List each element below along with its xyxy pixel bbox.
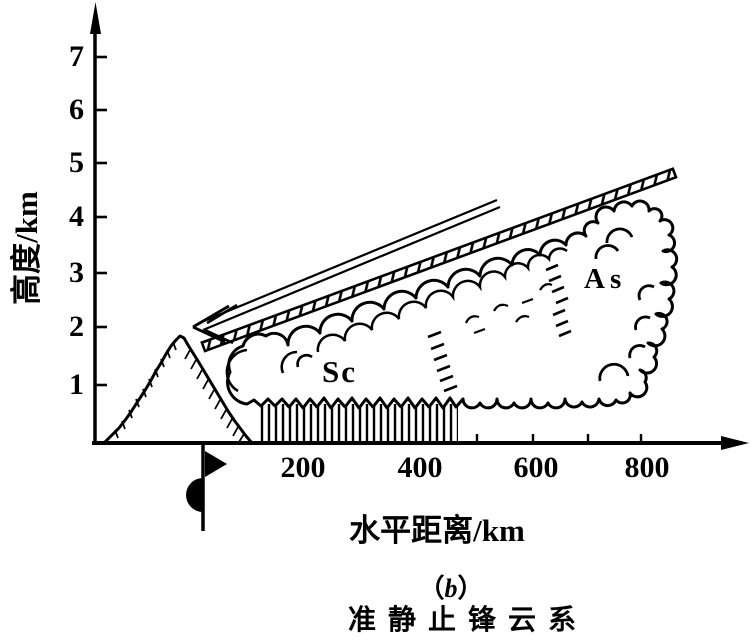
y-tick-label-4: 4 [69,200,84,233]
y-tick-label-2: 2 [69,310,84,343]
cloud-left-curls [225,348,313,393]
y-tick-label-1: 1 [69,368,84,401]
y-tick-label-6: 6 [69,93,84,126]
front-triangle [205,451,227,477]
y-tick-label-5: 5 [69,146,84,179]
mountain-outline [102,334,254,445]
front-semicircle [186,478,203,512]
caption-letter: b [444,574,458,603]
y-tick-label-7: 7 [69,40,84,73]
x-axis-ticks [475,434,643,443]
x-tick-label-800: 800 [624,451,670,484]
cloud-outline [226,199,679,410]
flow-arrow [192,198,501,345]
cloud-label-as: As [584,263,627,295]
axes [90,2,749,450]
caption-open-paren: （ [418,574,445,603]
y-axis-ticks [95,55,107,387]
y-axis-arrowhead [90,2,101,34]
x-tick-label-400: 400 [397,451,443,484]
caption-close-paren: ） [457,574,484,603]
cloud-label-sc: Sc [322,354,357,389]
frontal-surface-band [200,167,678,353]
y-axis-title: 高度/km [9,191,44,305]
x-tick-label-600: 600 [513,451,559,484]
x-axis-arrowhead [721,436,749,450]
mountain-hachures [114,341,245,443]
cloud-squiggles [464,283,553,335]
caption-index: （b） [381,574,521,604]
mountain [102,334,254,445]
precipitation-hatching [257,404,458,442]
cloud-texture-arcs [594,227,655,382]
x-tick-label-200: 200 [280,451,326,484]
caption-title: 准静止锋云系 [347,605,588,636]
virga-dashes-left [427,330,458,393]
virga-dashes-right [545,263,572,338]
y-tick-label-3: 3 [69,256,84,289]
cloud-inner-scallops [316,247,568,353]
x-axis-title: 水平距离/km [349,513,525,548]
cloud-mass [225,199,679,410]
stationary-front-symbol [186,443,227,531]
